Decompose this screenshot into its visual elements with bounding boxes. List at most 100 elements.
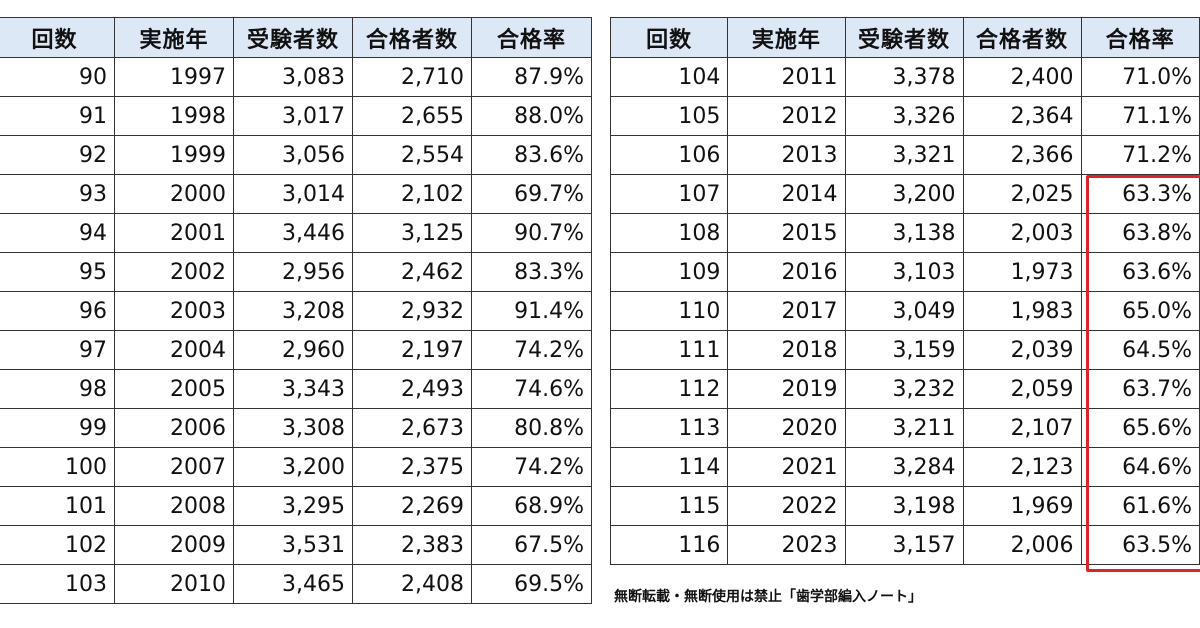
cell-pass-rate: 74.2% — [471, 330, 592, 370]
cell-round: 96 — [0, 291, 115, 331]
cell-year: 2018 — [727, 330, 846, 370]
cell-passers: 2,003 — [962, 213, 1082, 253]
table-body: 90 1997 3,083 2,710 87.9% 91 1998 3,017 2,655 88.… — [0, 57, 592, 604]
header-pass-rate: 合格率 — [471, 17, 592, 58]
table-row: 105 2012 3,326 2,364 71.1% — [609, 96, 1200, 136]
cell-passers: 2,107 — [962, 408, 1082, 448]
table-row: 114 2021 3,284 2,123 64.6% — [609, 447, 1200, 487]
cell-examinees: 3,200 — [844, 174, 964, 214]
cell-passers: 2,039 — [962, 330, 1082, 370]
cell-pass-rate: 64.6% — [1080, 447, 1200, 487]
cell-round: 100 — [0, 447, 115, 487]
cell-round: 95 — [0, 252, 115, 292]
cell-round: 109 — [609, 252, 729, 292]
cell-year: 2020 — [727, 408, 846, 448]
cell-round: 105 — [609, 96, 729, 136]
cell-year: 2002 — [114, 252, 234, 292]
copyright-notice: 無断転載・無断使用は禁止「歯学部編入ノート」 — [614, 589, 922, 605]
cell-round: 93 — [0, 174, 115, 214]
table-row: 99 2006 3,308 2,673 80.8% — [0, 408, 592, 448]
table-header: 回数 実施年 受験者数 合格者数 合格率 — [0, 17, 592, 58]
cell-pass-rate: 83.6% — [471, 135, 592, 175]
cell-round: 92 — [0, 135, 115, 175]
cell-year: 2008 — [114, 486, 234, 526]
cell-examinees: 3,138 — [844, 213, 964, 253]
header-examinees: 受験者数 — [233, 17, 353, 58]
cell-passers: 2,932 — [352, 291, 472, 331]
cell-passers: 1,969 — [962, 486, 1082, 526]
cell-pass-rate: 71.0% — [1080, 57, 1200, 97]
cell-passers: 2,059 — [962, 369, 1082, 409]
header-year: 実施年 — [114, 17, 234, 58]
cell-year: 2006 — [114, 408, 234, 448]
cell-year: 2009 — [114, 525, 234, 565]
table-row: 116 2023 3,157 2,006 63.5% — [609, 525, 1200, 565]
table-row: 104 2011 3,378 2,400 71.0% — [609, 57, 1200, 97]
header-round: 回数 — [609, 17, 729, 58]
cell-passers: 2,710 — [352, 57, 472, 97]
cell-passers: 2,102 — [352, 174, 472, 214]
table-row: 94 2001 3,446 3,125 90.7% — [0, 213, 592, 253]
cell-examinees: 3,465 — [233, 564, 353, 604]
cell-year: 2000 — [114, 174, 234, 214]
cell-pass-rate: 61.6% — [1080, 486, 1200, 526]
cell-passers: 2,673 — [352, 408, 472, 448]
cell-pass-rate: 71.1% — [1080, 96, 1200, 136]
cell-round: 106 — [609, 135, 729, 175]
cell-pass-rate: 63.8% — [1080, 213, 1200, 253]
cell-round: 102 — [0, 525, 115, 565]
cell-pass-rate: 91.4% — [471, 291, 592, 331]
cell-examinees: 2,956 — [233, 252, 353, 292]
header-row: 回数 実施年 受験者数 合格者数 合格率 — [609, 17, 1200, 58]
cell-year: 1998 — [114, 96, 234, 136]
cell-round: 115 — [609, 486, 729, 526]
cell-passers: 2,123 — [962, 447, 1082, 487]
cell-passers: 2,364 — [962, 96, 1082, 136]
cell-passers: 2,493 — [352, 369, 472, 409]
cell-examinees: 3,343 — [233, 369, 353, 409]
cell-passers: 1,973 — [962, 252, 1082, 292]
cell-pass-rate: 88.0% — [471, 96, 592, 136]
cell-passers: 2,025 — [962, 174, 1082, 214]
cell-year: 2011 — [727, 57, 846, 97]
cell-passers: 2,655 — [352, 96, 472, 136]
cell-round: 113 — [609, 408, 729, 448]
cell-pass-rate: 63.7% — [1080, 369, 1200, 409]
cell-year: 2014 — [727, 174, 846, 214]
cell-examinees: 3,017 — [233, 96, 353, 136]
cell-examinees: 3,326 — [844, 96, 964, 136]
cell-pass-rate: 63.5% — [1080, 525, 1200, 565]
table-row: 111 2018 3,159 2,039 64.5% — [609, 330, 1200, 370]
table-row: 101 2008 3,295 2,269 68.9% — [0, 486, 592, 526]
cell-year: 2023 — [727, 525, 846, 565]
cell-pass-rate: 74.2% — [471, 447, 592, 487]
cell-round: 112 — [609, 369, 729, 409]
table-row: 95 2002 2,956 2,462 83.3% — [0, 252, 592, 292]
cell-examinees: 3,159 — [844, 330, 964, 370]
header-passers: 合格者数 — [352, 17, 472, 58]
cell-passers: 3,125 — [352, 213, 472, 253]
table-row: 108 2015 3,138 2,003 63.8% — [609, 213, 1200, 253]
cell-examinees: 3,295 — [233, 486, 353, 526]
header-examinees: 受験者数 — [844, 17, 964, 58]
table-row: 93 2000 3,014 2,102 69.7% — [0, 174, 592, 214]
cell-round: 104 — [609, 57, 729, 97]
table-row: 109 2016 3,103 1,973 63.6% — [609, 252, 1200, 292]
cell-round: 98 — [0, 369, 115, 409]
cell-passers: 2,462 — [352, 252, 472, 292]
cell-pass-rate: 74.6% — [471, 369, 592, 409]
cell-year: 2015 — [727, 213, 846, 253]
table-row: 96 2003 3,208 2,932 91.4% — [0, 291, 592, 331]
table-row: 106 2013 3,321 2,366 71.2% — [609, 135, 1200, 175]
cell-pass-rate: 80.8% — [471, 408, 592, 448]
cell-pass-rate: 71.2% — [1080, 135, 1200, 175]
table-body: 104 2011 3,378 2,400 71.0% 105 2012 3,326 2,364 7… — [609, 57, 1200, 565]
cell-pass-rate: 68.9% — [471, 486, 592, 526]
cell-round: 103 — [0, 564, 115, 604]
cell-pass-rate: 65.0% — [1080, 291, 1200, 331]
exam-results-table-left: 回数 実施年 受験者数 合格者数 合格率 90 1997 3,083 2,710 87.9% 91… — [0, 17, 592, 604]
header-passers: 合格者数 — [962, 17, 1082, 58]
cell-year: 2004 — [114, 330, 234, 370]
cell-round: 101 — [0, 486, 115, 526]
cell-examinees: 3,321 — [844, 135, 964, 175]
